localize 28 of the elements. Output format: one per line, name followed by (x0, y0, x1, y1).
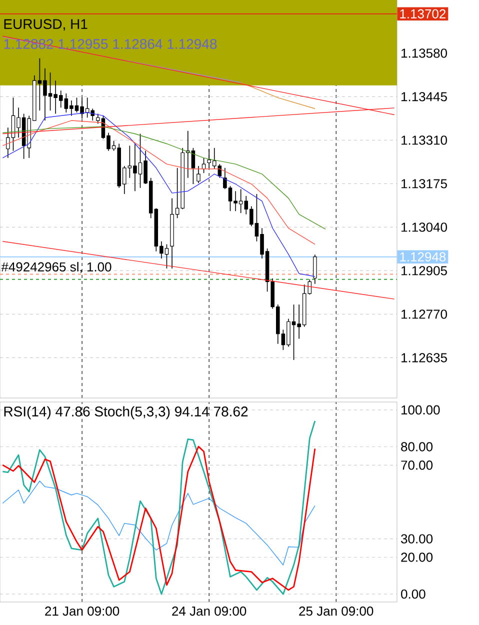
y-tick-label: 0.00 (401, 589, 426, 599)
line-series (2, 36, 242, 83)
y-tick-label: 1.12635 (402, 353, 447, 362)
ref-line-label: 1.12948 (400, 252, 446, 262)
y-tick-label: 1.13310 (402, 136, 447, 145)
line-series (2, 446, 316, 591)
y-tick-label: 1.13040 (402, 222, 447, 232)
x-tick-label: 21 Jan 09:00 (45, 606, 120, 616)
y-tick-label: 70.00 (401, 460, 433, 470)
x-tick-label: 24 Jan 09:00 (172, 606, 246, 616)
y-tick-label: 1.13445 (402, 92, 447, 102)
y-tick-label: 20.00 (401, 552, 433, 562)
line-series (2, 420, 316, 595)
y-tick-label: 100.00 (402, 405, 440, 415)
y-tick-label: 30.00 (401, 534, 433, 544)
y-tick-label: 80.00 (401, 442, 433, 452)
candlestick (313, 254, 317, 284)
candlestick (196, 166, 200, 184)
chart-title: RSI(14) 47.86 Stoch(5,3,3) 94.14 78.62 (4, 406, 248, 420)
y-tick-label: 1.12770 (402, 310, 447, 319)
text: EURUSD, H1 (4, 19, 88, 31)
line-series (2, 480, 316, 566)
x-tick-label: 25 Jan 09:00 (299, 606, 374, 616)
y-tick-label: 1.13175 (402, 179, 447, 188)
annotation: #49242965 sl, 1.00 (1, 262, 112, 274)
y-tick-label: 1.12905 (402, 266, 447, 276)
ref-line-label: 1.13702 (400, 9, 446, 18)
y-tick-label: 1.13580 (402, 48, 447, 58)
